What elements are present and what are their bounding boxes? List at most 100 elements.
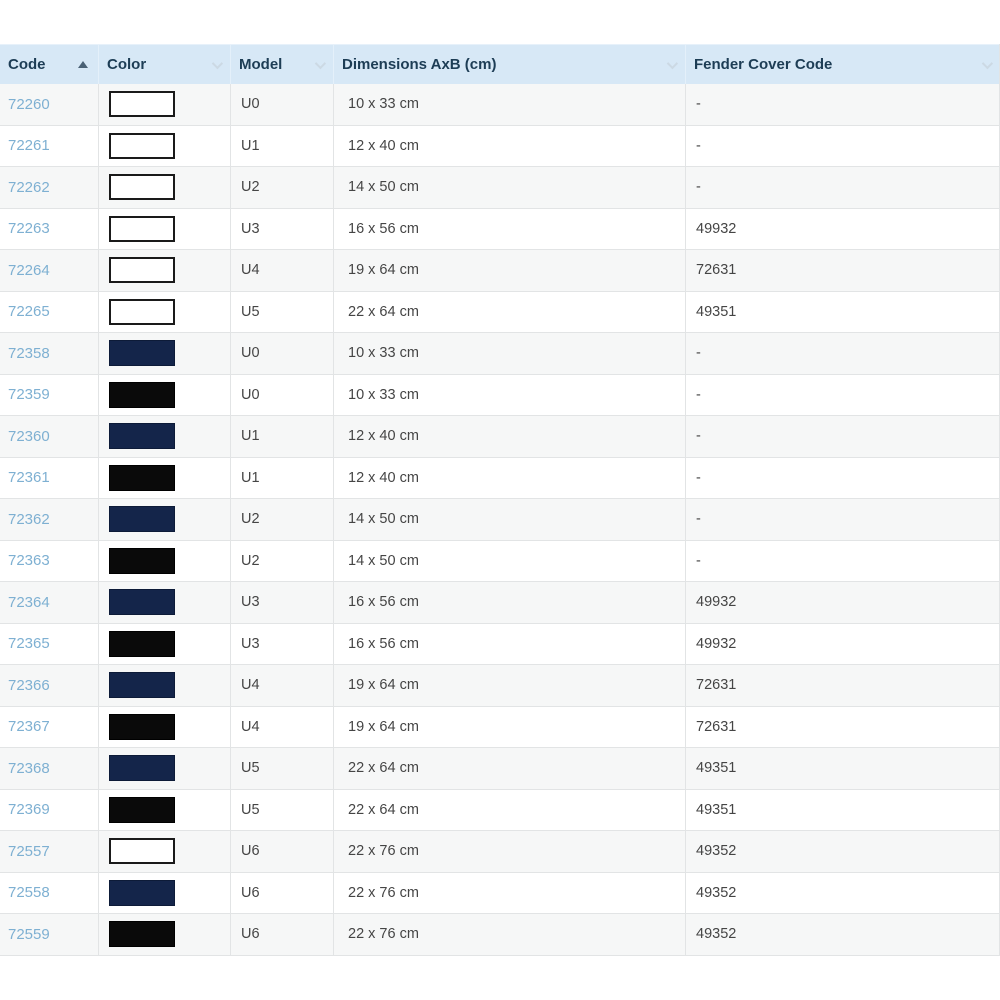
- fender-cover-code-cell: -: [685, 125, 1000, 166]
- table-row: 72367 U4 19 x 64 cm 72631: [0, 706, 1000, 748]
- code-link[interactable]: 72362: [8, 510, 50, 528]
- table-row: 72260 U0 10 x 33 cm -: [0, 84, 999, 126]
- table-row: 72366 U4 19 x 64 cm 72631: [0, 665, 999, 707]
- table-header-row: Code Color Model Dimensions AxB (cm) Fen…: [0, 44, 999, 84]
- dimensions-cell: 16 x 56 cm: [333, 623, 685, 664]
- column-header-fender-cover-code-label: Fender Cover Code: [694, 56, 833, 73]
- fender-cover-code-cell: 49932: [685, 623, 1000, 664]
- color-swatch-navy: [109, 672, 175, 699]
- table-row: 72369 U5 22 x 64 cm 49351: [0, 789, 1000, 831]
- color-cell: [98, 457, 230, 498]
- code-link[interactable]: 72559: [8, 925, 50, 943]
- column-header-dimensions[interactable]: Dimensions AxB (cm): [333, 45, 685, 84]
- color-swatch-white: [109, 257, 175, 284]
- fender-cover-code-cell: 49352: [685, 831, 1000, 872]
- dimensions-cell: 14 x 50 cm: [333, 499, 685, 540]
- code-link[interactable]: 72359: [8, 386, 50, 404]
- code-cell: 72364: [0, 582, 98, 623]
- model-cell: U2: [230, 540, 333, 581]
- dimensions-cell: 22 x 64 cm: [333, 291, 685, 332]
- sort-inactive-icon: [981, 57, 994, 69]
- code-cell: 72368: [0, 748, 98, 789]
- color-cell: [98, 582, 230, 623]
- code-cell: 72558: [0, 873, 98, 914]
- color-cell: [98, 416, 230, 457]
- color-cell: [98, 789, 230, 830]
- product-table: Code Color Model Dimensions AxB (cm) Fen…: [0, 44, 1000, 956]
- code-link[interactable]: 72369: [8, 801, 50, 819]
- dimensions-cell: 10 x 33 cm: [333, 84, 685, 125]
- table-row: 72559 U6 22 x 76 cm 49352: [0, 914, 999, 956]
- table-row: 72368 U5 22 x 64 cm 49351: [0, 748, 999, 790]
- color-swatch-navy: [109, 506, 175, 533]
- code-cell: 72261: [0, 126, 98, 167]
- model-cell: U4: [230, 665, 333, 706]
- fender-cover-code-cell: 72631: [685, 250, 1000, 291]
- fender-cover-code-cell: -: [685, 499, 1000, 540]
- code-link[interactable]: 72358: [8, 344, 50, 362]
- model-cell: U2: [230, 499, 333, 540]
- model-cell: U6: [230, 831, 333, 872]
- color-swatch-white: [109, 298, 175, 325]
- code-link[interactable]: 72365: [8, 635, 50, 653]
- column-header-model[interactable]: Model: [230, 45, 333, 84]
- color-cell: [98, 540, 230, 581]
- column-header-fender-cover-code[interactable]: Fender Cover Code: [685, 45, 1000, 84]
- column-header-color[interactable]: Color: [98, 45, 230, 84]
- dimensions-cell: 19 x 64 cm: [333, 250, 685, 291]
- table-row: 72363 U2 14 x 50 cm -: [0, 540, 1000, 582]
- fender-cover-code-cell: 49351: [685, 748, 1000, 789]
- color-cell: [98, 872, 230, 913]
- table-body: 72260 U0 10 x 33 cm - 72261 U1 12 x 40 c…: [0, 84, 999, 956]
- code-link[interactable]: 72360: [8, 427, 50, 445]
- code-link[interactable]: 72368: [8, 759, 50, 777]
- fender-cover-code-cell: 49351: [685, 789, 1000, 830]
- model-cell: U3: [230, 208, 333, 249]
- fender-cover-code-cell: -: [685, 374, 1000, 415]
- model-cell: U3: [230, 582, 333, 623]
- color-cell: [98, 499, 230, 540]
- table-row: 72557 U6 22 x 76 cm 49352: [0, 831, 999, 873]
- color-swatch-black: [109, 713, 175, 740]
- code-link[interactable]: 72263: [8, 220, 50, 238]
- model-cell: U6: [230, 914, 333, 955]
- color-cell: [98, 125, 230, 166]
- model-cell: U3: [230, 623, 333, 664]
- color-swatch-navy: [109, 340, 175, 367]
- model-cell: U1: [230, 457, 333, 498]
- column-header-color-label: Color: [107, 56, 147, 73]
- model-cell: U5: [230, 789, 333, 830]
- color-cell: [98, 706, 230, 747]
- table-row: 72365 U3 16 x 56 cm 49932: [0, 623, 1000, 665]
- fender-cover-code-cell: 72631: [685, 665, 1000, 706]
- column-header-code[interactable]: Code: [0, 45, 98, 84]
- code-link[interactable]: 72367: [8, 718, 50, 736]
- code-link[interactable]: 72366: [8, 676, 50, 694]
- code-link[interactable]: 72265: [8, 303, 50, 321]
- fender-cover-code-cell: 72631: [685, 706, 1000, 747]
- table-row: 72261 U1 12 x 40 cm -: [0, 125, 1000, 167]
- color-swatch-navy: [109, 755, 175, 782]
- code-link[interactable]: 72262: [8, 178, 50, 196]
- dimensions-cell: 22 x 64 cm: [333, 748, 685, 789]
- fender-cover-code-cell: 49932: [685, 582, 1000, 623]
- code-link[interactable]: 72364: [8, 593, 50, 611]
- code-link[interactable]: 72361: [8, 469, 50, 487]
- table-row: 72364 U3 16 x 56 cm 49932: [0, 582, 999, 624]
- fender-cover-code-cell: -: [685, 540, 1000, 581]
- code-cell: 72260: [0, 84, 98, 125]
- code-link[interactable]: 72260: [8, 95, 50, 113]
- dimensions-cell: 22 x 64 cm: [333, 789, 685, 830]
- model-cell: U1: [230, 416, 333, 457]
- dimensions-cell: 19 x 64 cm: [333, 706, 685, 747]
- model-cell: U4: [230, 706, 333, 747]
- code-link[interactable]: 72261: [8, 137, 50, 155]
- color-swatch-navy: [109, 589, 175, 616]
- code-link[interactable]: 72363: [8, 552, 50, 570]
- fender-cover-code-cell: 49352: [685, 872, 1000, 913]
- code-cell: 72363: [0, 541, 98, 582]
- code-link[interactable]: 72558: [8, 884, 50, 902]
- color-swatch-navy: [109, 879, 175, 906]
- code-link[interactable]: 72557: [8, 842, 50, 860]
- code-link[interactable]: 72264: [8, 261, 50, 279]
